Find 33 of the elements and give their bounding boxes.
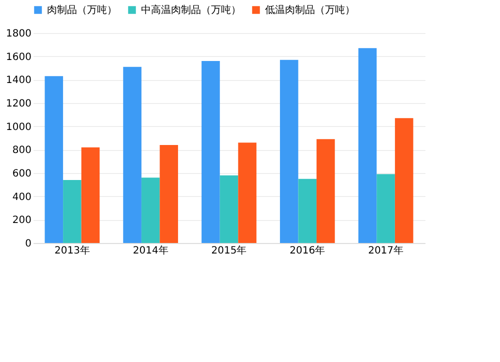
bar <box>220 175 238 243</box>
legend-label: 中高温肉制品（万吨） <box>141 4 241 16</box>
y-tick-label: 1200 <box>6 98 32 110</box>
bar <box>316 139 335 243</box>
bar <box>394 118 414 243</box>
bar <box>358 48 377 243</box>
x-tick-label: 2014年 <box>132 244 168 256</box>
bar <box>280 60 298 243</box>
bar <box>376 174 395 243</box>
y-tick-label: 800 <box>12 145 32 156</box>
y-tick-label: 1000 <box>6 122 32 133</box>
bar <box>141 178 160 243</box>
x-tick-label: 2016年 <box>290 244 326 256</box>
y-tick-label: 1400 <box>6 75 32 86</box>
legend-label: 肉制品（万吨） <box>47 4 117 16</box>
bar <box>298 178 317 243</box>
y-tick-label: 1600 <box>6 52 32 63</box>
y-tick-label: 1800 <box>6 28 32 40</box>
bar <box>44 76 64 243</box>
x-tick-label: 2017年 <box>368 244 404 256</box>
x-tick-label: 2015年 <box>211 244 247 256</box>
bar <box>202 61 220 243</box>
bar <box>123 66 142 243</box>
x-tick-label: 2013年 <box>54 244 90 256</box>
legend-label: 低温肉制品（万吨） <box>265 4 355 16</box>
y-tick-label: 400 <box>12 192 32 203</box>
bar <box>63 180 82 243</box>
bar <box>81 147 100 243</box>
y-tick-label: 0 <box>25 238 32 250</box>
bar <box>160 145 178 243</box>
bar <box>238 142 256 243</box>
y-tick-label: 600 <box>12 168 32 180</box>
y-tick-label: 200 <box>12 215 32 226</box>
